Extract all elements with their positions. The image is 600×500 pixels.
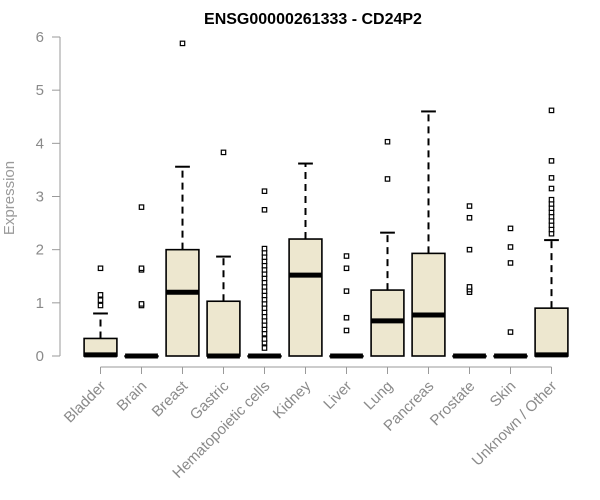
box-liver (329, 253, 364, 359)
outlier-point (179, 40, 186, 47)
outlier-point (261, 188, 268, 194)
outlier-point (548, 175, 555, 181)
outlier-point (343, 265, 350, 272)
outlier-point (138, 204, 145, 210)
box-pancreas (411, 110, 446, 357)
outlier-point (384, 138, 391, 145)
x-tick-label: Breast (149, 377, 192, 420)
outlier-point (548, 185, 555, 192)
y-tick-label: 2 (36, 242, 44, 259)
box-unknown-other (534, 107, 569, 358)
outlier-point (97, 297, 104, 303)
outlier-point (343, 288, 350, 294)
box-gastric (206, 149, 241, 359)
box-prostate (452, 203, 487, 359)
outlier-point (466, 203, 473, 209)
outlier-point (466, 284, 473, 290)
outlier-point (343, 327, 350, 334)
outlier-point (220, 149, 227, 156)
outlier-point (261, 206, 268, 213)
box-body (534, 307, 569, 357)
outlier-point (507, 225, 514, 232)
outlier-point (507, 260, 514, 266)
outlier-point (384, 176, 391, 182)
x-tick-label: Kidney (270, 377, 315, 422)
y-tick-label: 4 (36, 135, 44, 152)
box-body (165, 248, 200, 357)
y-tick-label: 6 (36, 29, 44, 46)
outlier-point (548, 158, 555, 164)
outlier-point (97, 292, 104, 298)
y-axis: 0 1 2 3 4 5 6 (36, 29, 61, 365)
chart-title: ENSG00000261333 - CD24P2 (204, 11, 422, 28)
outlier-point (261, 245, 268, 252)
x-tick-label: Skin (487, 378, 520, 411)
outlier-point (548, 107, 555, 114)
y-tick-label: 0 (36, 348, 44, 365)
box-bladder (83, 265, 118, 358)
outlier-point (548, 196, 555, 203)
x-tick-label: Bladder (61, 378, 110, 427)
y-tick-label: 3 (36, 189, 44, 206)
boxes-layer (83, 40, 569, 359)
y-tick-label: 1 (36, 295, 44, 312)
box-brain (124, 204, 159, 359)
box-body (288, 238, 323, 357)
outlier-point (343, 314, 350, 321)
box-skin (493, 225, 528, 359)
box-breast (165, 40, 200, 357)
outlier-point (97, 265, 104, 272)
outlier-point (343, 253, 350, 259)
outlier-point (138, 301, 145, 307)
outlier-point (97, 302, 104, 309)
box-lung (370, 138, 405, 357)
x-tick-label: Liver (320, 378, 355, 413)
outlier-point (507, 244, 514, 250)
outlier-point (138, 265, 145, 272)
outlier-point (507, 329, 514, 335)
outlier-point (466, 214, 473, 221)
box-hematopoietic-cells (247, 188, 282, 359)
outlier-point (261, 345, 268, 351)
box-body (411, 252, 446, 357)
box-body (206, 300, 241, 357)
y-axis-label: Expression (1, 161, 18, 235)
x-tick-label: Lung (361, 378, 397, 414)
outlier-point (261, 336, 268, 342)
outlier-point (466, 246, 473, 253)
x-tick-label: Prostate (427, 378, 479, 430)
y-tick-label: 5 (36, 82, 44, 99)
x-tick-label: Brain (114, 378, 151, 415)
box-kidney (288, 162, 323, 357)
